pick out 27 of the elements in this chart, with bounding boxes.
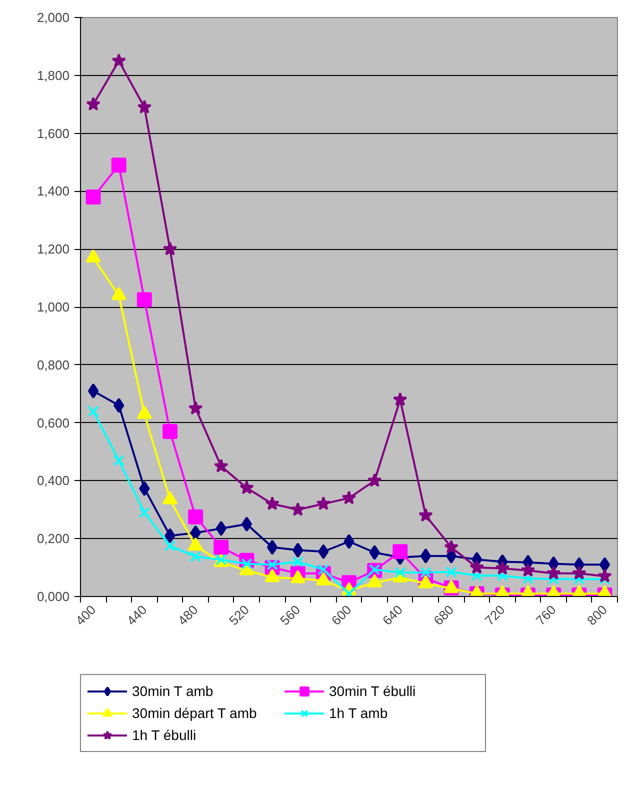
legend-label: 30min T amb (132, 683, 214, 699)
x-tick-label: 480 (174, 602, 201, 628)
y-tick-label: 0,000 (36, 589, 70, 604)
x-tick-label: 520 (226, 602, 252, 628)
x-tick-label: 600 (328, 602, 354, 628)
y-tick-label: 0,400 (36, 473, 70, 488)
legend-label: 30min départ T amb (132, 705, 258, 721)
x-tick-label: 560 (277, 602, 304, 628)
legend-label: 1h T amb (329, 705, 389, 721)
y-tick-label: 1,000 (36, 300, 70, 314)
y-tick-label: 0,600 (36, 415, 70, 430)
x-tick-label: 720 (482, 602, 508, 628)
legend-label: 1h T ébulli (132, 727, 198, 743)
legend-label: 30min T ébulli (329, 683, 417, 699)
x-tick-label: 640 (380, 602, 406, 628)
x-tick-label: 440 (124, 602, 150, 628)
y-tick-label: 1,600 (36, 126, 70, 141)
x-tick-label: 680 (430, 602, 457, 628)
y-tick-label: 1,400 (36, 184, 70, 199)
y-tick-label: 1,200 (36, 242, 70, 257)
y-tick-label: 1,800 (36, 68, 70, 83)
y-tick-label: 0,800 (36, 357, 70, 372)
x-tick-label: 760 (532, 602, 559, 628)
x-tick-label: 400 (72, 602, 99, 628)
x-tick-label: 800 (584, 602, 610, 628)
y-tick-label: 2,000 (36, 10, 70, 25)
y-tick-label: 0,200 (36, 531, 70, 546)
